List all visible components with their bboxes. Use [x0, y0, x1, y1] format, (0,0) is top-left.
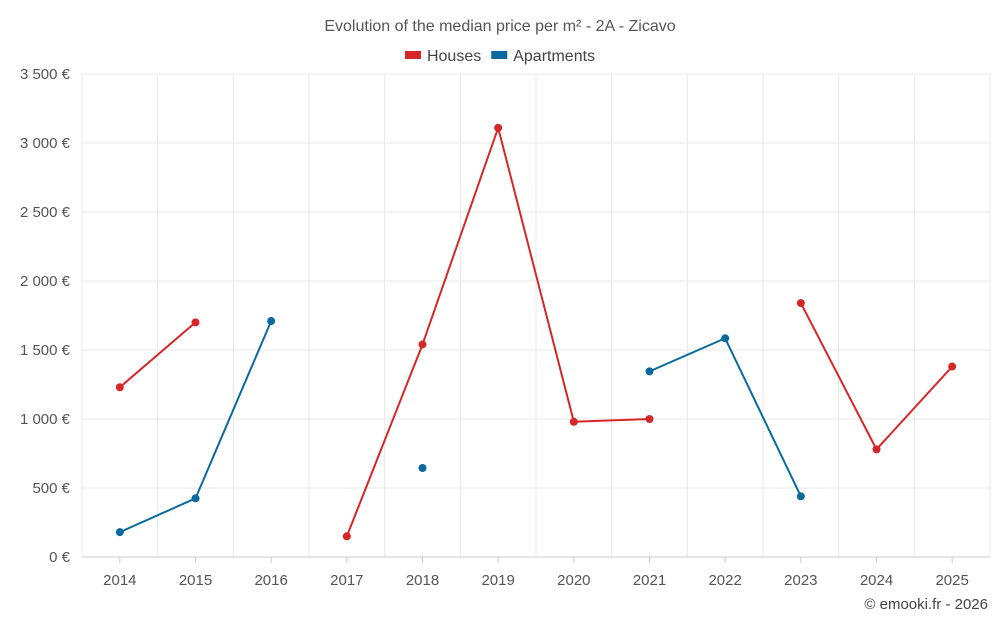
credit-text: © emooki.fr - 2026	[864, 596, 988, 613]
legend-label-houses: Houses	[427, 48, 481, 65]
data-point-apartments[interactable]	[645, 367, 654, 376]
x-tick-label: 2014	[103, 572, 136, 589]
series-line-apartments	[649, 337, 802, 497]
y-tick-label: 2 500 €	[20, 204, 71, 221]
x-tick-label: 2022	[708, 572, 741, 589]
chart-title: Evolution of the median price per m² - 2…	[324, 18, 675, 35]
y-tick-label: 500 €	[32, 480, 70, 497]
y-tick-label: 3 500 €	[20, 66, 71, 83]
x-tick-label: 2021	[633, 572, 666, 589]
data-point-apartments[interactable]	[721, 334, 730, 343]
x-tick-label: 2016	[254, 572, 287, 589]
x-tick-label: 2019	[481, 572, 514, 589]
data-point-apartments[interactable]	[418, 463, 427, 472]
x-tick-label: 2023	[784, 572, 817, 589]
data-point-apartments[interactable]	[267, 317, 276, 326]
data-point-apartments[interactable]	[191, 494, 200, 503]
data-point-houses[interactable]	[872, 445, 881, 454]
data-point-houses[interactable]	[342, 532, 351, 541]
data-point-houses[interactable]	[494, 123, 503, 132]
series-line-houses	[119, 321, 197, 389]
data-point-houses[interactable]	[569, 417, 578, 426]
legend-item-apartments[interactable]: Apartments	[491, 48, 595, 65]
data-point-apartments[interactable]	[115, 528, 124, 537]
data-point-houses[interactable]	[191, 318, 200, 327]
data-point-houses[interactable]	[418, 340, 427, 349]
data-point-houses[interactable]	[115, 383, 124, 392]
series-houses	[115, 123, 957, 541]
axes: 0 € 500 € 1 000 € 1 500 € 2 000 € 2 500 € 3 00…	[20, 66, 990, 589]
data-point-apartments[interactable]	[796, 492, 805, 501]
y-tick-label: 2 000 €	[20, 273, 71, 290]
legend-swatch-apartments	[491, 51, 508, 59]
series-line-houses	[345, 126, 650, 537]
legend-swatch-houses	[404, 51, 421, 59]
y-tick-label: 0 €	[49, 549, 71, 566]
x-tick-label: 2017	[330, 572, 363, 589]
data-point-houses[interactable]	[645, 415, 654, 423]
series-line-houses	[799, 302, 953, 451]
series-apartments	[115, 317, 805, 537]
y-tick-label: 1 500 €	[20, 342, 71, 359]
legend: Houses Apartments	[404, 48, 595, 65]
x-tick-label: 2020	[557, 572, 590, 589]
series-layer	[115, 123, 957, 541]
x-tick-label: 2025	[935, 572, 968, 589]
grid-lines	[81, 73, 991, 557]
x-tick-label: 2024	[860, 572, 893, 589]
x-tick-label: 2015	[179, 572, 212, 589]
x-tick-label: 2018	[406, 572, 439, 589]
legend-label-apartments: Apartments	[513, 48, 595, 65]
y-tick-label: 1 000 €	[20, 411, 71, 428]
data-point-houses[interactable]	[796, 299, 805, 308]
data-point-houses[interactable]	[948, 362, 957, 371]
legend-item-houses[interactable]: Houses	[404, 48, 481, 65]
y-tick-label: 3 000 €	[20, 135, 71, 152]
